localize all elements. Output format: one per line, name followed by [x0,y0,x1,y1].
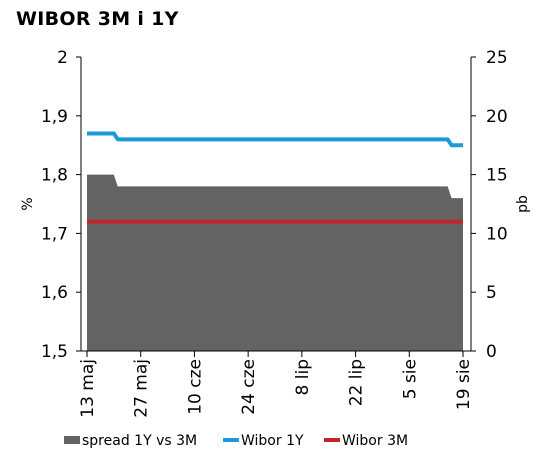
y-left-tick-label: 1,7 [41,224,68,244]
y-right-tick-label: 0 [486,342,497,362]
legend-label: Wibor 3M [342,433,408,449]
legend-label: spread 1Y vs 3M [82,433,197,449]
y-left-tick-label: 1,5 [41,342,68,362]
x-tick-label: 24 cze [239,359,259,415]
series-line-wibor-1y [87,131,463,148]
legend-item: Wibor 1Y [223,433,304,449]
y-right-tick-label: 20 [486,107,508,127]
legend-label: Wibor 1Y [241,433,304,449]
legend: spread 1Y vs 3M Wibor 1Y Wibor 3M [64,433,408,449]
legend-item: spread 1Y vs 3M [64,433,197,449]
y-axis-right-title: pb [515,195,531,213]
x-tick-label: 19 sie [454,359,474,410]
chart-title: WIBOR 3M i 1Y [16,8,179,30]
legend-swatch [64,436,80,444]
y-left-tick-label: 1,8 [41,166,68,186]
y-right-tick-label: 10 [486,224,508,244]
y-left-tick-label: 2 [57,48,68,68]
x-tick-label: 5 sie [400,359,420,399]
series-area-spread [87,174,463,351]
y-left-tick-label: 1,6 [41,283,68,303]
y-right-tick-label: 25 [486,48,508,68]
plot-area [87,131,463,351]
x-tick-label: 13 maj [78,359,98,418]
y-left-tick-label: 1,9 [41,107,68,127]
y-right-tick-label: 5 [486,283,497,303]
x-tick-label: 22 lip [347,359,367,406]
legend-item: Wibor 3M [324,433,408,449]
x-tick-label: 8 lip [293,359,313,395]
y-right-tick-label: 15 [486,166,508,186]
x-tick-label: 10 cze [185,359,205,415]
y-axis-left-title: % [20,197,36,210]
x-tick-label: 27 maj [132,359,152,418]
